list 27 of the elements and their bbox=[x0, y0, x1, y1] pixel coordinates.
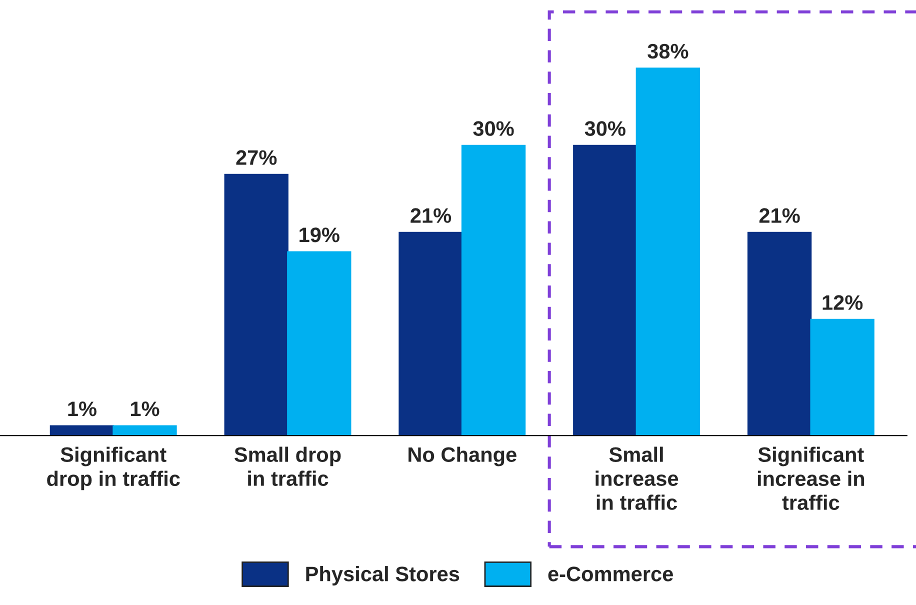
data-label: 27% bbox=[236, 150, 277, 165]
x-tick-label: Small drop in traffic bbox=[234, 446, 341, 486]
data-label: 30% bbox=[473, 121, 514, 136]
data-label: 1% bbox=[131, 402, 160, 416]
bar bbox=[287, 251, 352, 436]
bar bbox=[461, 144, 526, 436]
data-label: 12% bbox=[822, 295, 863, 310]
bar bbox=[50, 425, 114, 436]
data-label: 21% bbox=[759, 208, 800, 223]
x-tick-label: No Change bbox=[408, 446, 516, 466]
x-tick-label: Small increase in traffic bbox=[596, 446, 678, 510]
bar bbox=[398, 232, 463, 436]
bar bbox=[636, 68, 700, 436]
data-label: 38% bbox=[648, 44, 688, 59]
bar bbox=[224, 174, 288, 436]
legend-label: e-Commerce bbox=[548, 566, 673, 582]
data-label: 30% bbox=[584, 121, 626, 136]
data-label: 19% bbox=[300, 228, 340, 242]
data-label: 21% bbox=[410, 208, 452, 223]
bar bbox=[573, 144, 638, 436]
data-label: 1% bbox=[68, 402, 96, 416]
x-tick-label: Significant drop in traffic bbox=[47, 446, 180, 490]
bar bbox=[747, 232, 812, 436]
legend-label: Physical Stores bbox=[306, 566, 460, 586]
bar bbox=[112, 425, 177, 436]
bar bbox=[810, 318, 874, 436]
x-tick-label: Significant increase in traffic bbox=[758, 446, 864, 510]
